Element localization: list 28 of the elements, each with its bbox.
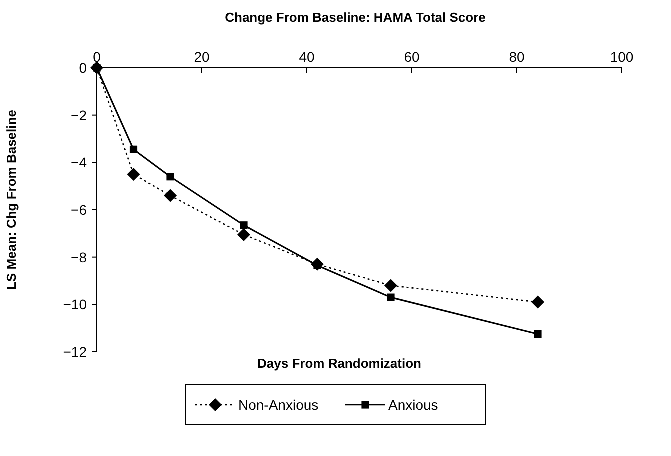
x-tick-label: 80: [509, 49, 525, 65]
point: [532, 296, 544, 309]
point: [238, 228, 250, 242]
point: [384, 279, 398, 292]
x-tick-label: 0: [93, 49, 102, 65]
y-tick-label: −12: [63, 344, 88, 360]
y-tick-label: −10: [63, 296, 88, 313]
legend-label: Non-Anxious: [238, 397, 319, 413]
y-tick-label: −2: [71, 107, 88, 124]
y-tick-label: −8: [71, 249, 88, 266]
chart-title: Change From Baseline: HAMA Total Score: [225, 10, 486, 25]
x-tick-label: 60: [404, 49, 420, 65]
x-tick-label: 20: [194, 49, 210, 65]
point: [534, 330, 542, 338]
y-tick-label: 0: [79, 60, 88, 76]
y-tick-label: −6: [71, 202, 88, 218]
point: [127, 168, 140, 181]
legend-label: Anxious: [388, 397, 438, 413]
point: [130, 146, 138, 154]
y-axis-title: LS Mean: Chg From Baseline: [4, 110, 19, 290]
point: [240, 222, 248, 230]
x-axis-title: Days From Randomization: [258, 356, 422, 371]
x-tick-label: 100: [610, 49, 634, 65]
y-tick-label: −4: [71, 154, 88, 171]
point: [166, 173, 174, 181]
x-tick-label: 40: [299, 49, 315, 65]
point: [387, 294, 395, 302]
point: [164, 189, 177, 202]
